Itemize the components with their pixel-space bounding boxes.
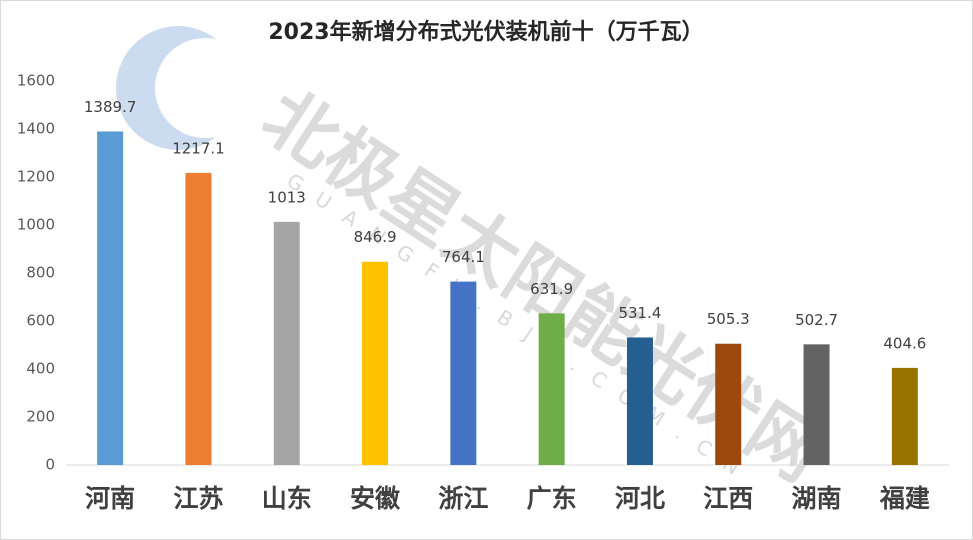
value-label: 764.1 [442,248,485,266]
value-label: 846.9 [354,228,397,246]
x-tick-label: 安徽 [350,484,401,513]
value-label: 505.3 [707,310,750,328]
y-tick-label: 1200 [17,168,55,186]
bar [450,281,477,465]
y-tick-label: 1400 [17,120,55,138]
x-tick-label: 广东 [527,484,577,513]
x-tick-label: 山东 [262,484,312,513]
value-label: 1389.7 [84,98,137,116]
x-tick-label: 浙江 [438,484,488,513]
value-label: 531.4 [618,304,661,322]
watermark-logo [116,26,255,150]
value-label: 631.9 [530,280,573,298]
bar [715,343,742,465]
y-tick-label: 800 [26,264,55,282]
value-label: 502.7 [795,311,838,329]
y-tick-label: 1600 [17,72,55,90]
bar [891,367,918,465]
chart-title: 2023年新增分布式光伏装机前十（万千瓦） [268,19,703,45]
x-tick-label: 福建 [879,484,930,513]
y-tick-label: 0 [45,456,55,474]
bar [626,337,653,465]
value-label: 404.6 [883,334,926,352]
bar [803,344,830,465]
bar [362,261,389,465]
y-tick-label: 1000 [17,216,55,234]
bar [97,131,124,466]
x-tick-label: 河南 [85,484,135,513]
x-tick-label: 江苏 [173,484,223,513]
bar [185,172,212,465]
y-tick-label: 400 [26,360,55,378]
x-tick-label: 河北 [615,484,665,513]
x-tick-label: 湖南 [792,484,842,513]
bar [273,221,300,465]
value-label: 1217.1 [172,139,225,157]
y-tick-label: 600 [26,312,55,330]
y-tick-label: 200 [26,408,55,426]
bar [538,313,565,465]
x-tick-label: 江西 [703,484,753,513]
value-label: 1013 [268,188,306,206]
